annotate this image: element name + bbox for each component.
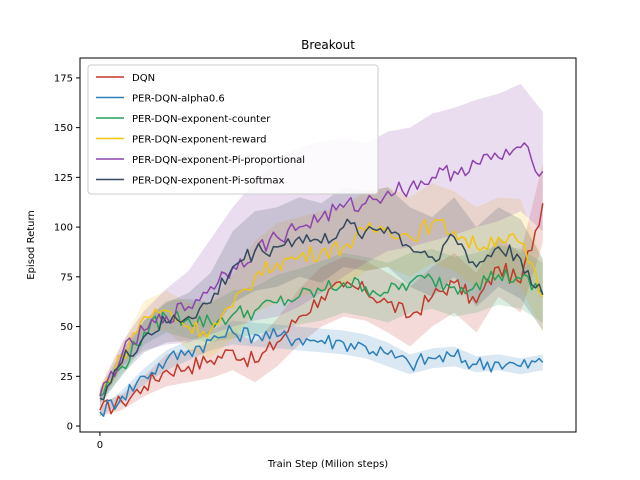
line-dqn — [99, 203, 544, 415]
legend-box — [87, 64, 379, 195]
line-per-dqn-exponent-pi-proportional — [99, 142, 544, 397]
legend-label-per-dqn-exponent-pi-proportional: PER-DQN-exponent-Pi-proportional — [132, 155, 305, 166]
band-per-dqn-alpha0-6 — [99, 320, 543, 417]
legend: DQN PER-DQN-alpha0.6 PER-DQN-exponent-coun… — [87, 64, 379, 195]
band-dqn — [99, 163, 543, 417]
y-axis: 0 25 50 75 100 125 150 175 — [54, 73, 80, 433]
legend-label-per-dqn-exponent-reward: PER-DQN-exponent-reward — [132, 135, 267, 146]
legend-label-per-dqn-exponent-counter: PER-DQN-exponent-counter — [132, 114, 271, 125]
plot-area — [99, 83, 544, 417]
chart-title: Breakout — [301, 38, 355, 52]
band-per-dqn-exponent-counter — [99, 245, 543, 403]
y-tick-label-50: 50 — [60, 322, 73, 333]
band-per-dqn-exponent-reward — [99, 183, 543, 403]
x-axis: 0 — [97, 432, 103, 451]
legend-label-dqn: DQN — [132, 73, 155, 84]
band-per-dqn-exponent-pi-proportional — [99, 83, 543, 405]
y-tick-label-125: 125 — [54, 173, 73, 184]
line-per-dqn-alpha0-6 — [99, 324, 544, 417]
y-tick-label-150: 150 — [54, 123, 73, 134]
legend-label-per-dqn-exponent-pi-softmax: PER-DQN-exponent-Pi-softmax — [132, 176, 285, 187]
y-tick-label-100: 100 — [54, 223, 73, 234]
legend-label-per-dqn-alpha0-6: PER-DQN-alpha0.6 — [132, 94, 225, 105]
plot-frame — [79, 57, 577, 433]
x-axis-title: Train Step (Milion steps) — [267, 459, 388, 470]
y-tick-label-175: 175 — [54, 73, 73, 84]
y-tick-label-75: 75 — [60, 272, 73, 283]
x-tick-label-0: 0 — [97, 440, 103, 451]
line-per-dqn-exponent-pi-softmax — [99, 218, 544, 401]
y-tick-label-25: 25 — [60, 372, 73, 383]
y-tick-label-0: 0 — [67, 422, 73, 433]
y-axis-title: Episod Return — [26, 210, 37, 279]
band-per-dqn-exponent-pi-softmax — [99, 187, 543, 407]
